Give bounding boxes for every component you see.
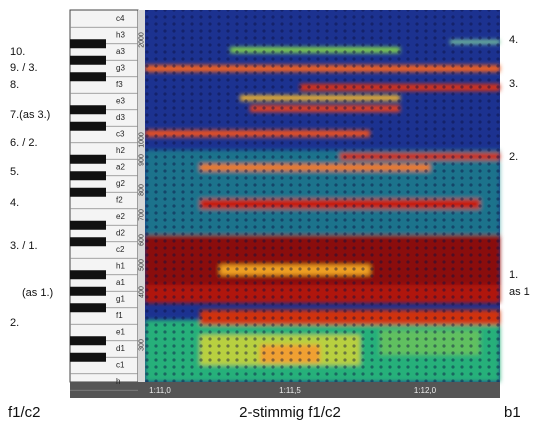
key-label: g3 [116,64,125,73]
spectrogram-figure: 10. 9. / 3. 8. 7.(as 3.) 6. / 2. 5. 4. 3. / 1. (… [0,0,533,426]
time-tick-label: 1:11,5 [279,386,301,395]
key-label: g2 [116,179,125,188]
freq-tick-label: 400 [138,286,145,298]
screenshot: 10. 9. / 3. 8. 7.(as 3.) 6. / 2. 5. 4. 3. / 1. (… [0,0,533,426]
freq-tick-label: 800 [138,184,145,196]
black-key [70,171,106,180]
key-label: f2 [116,196,123,205]
footer-left: f1/c2 [8,404,41,421]
key-label: e2 [116,212,125,221]
black-key [70,105,106,114]
footer-center: 2-stimmig f1/c2 [239,404,341,421]
voice-label: 7.(as 3.) [10,109,50,121]
key-label: c1 [116,361,125,370]
key-label: h2 [116,146,125,155]
freq-tick-label: 2000 [138,32,145,48]
freq-tick-label: 300 [138,339,145,351]
key-label: e3 [116,97,125,106]
key-label: f1 [116,311,123,320]
freq-tick-label: 700 [138,209,145,221]
black-key [70,72,106,81]
key-label: g1 [116,295,125,304]
footer-right: b1 [504,404,521,421]
time-tick-label: 1:11,0 [149,386,171,395]
key-label: a2 [116,163,125,172]
key-label: c2 [116,245,125,254]
voice-label-right: 1. [509,269,518,281]
black-key [70,56,106,65]
voice-label-right: 4. [509,34,518,46]
freq-tick-label: 600 [138,234,145,246]
key-label: d3 [116,113,125,122]
time-tick-label: 1:12,0 [414,386,437,395]
voice-label: 5. [10,166,19,178]
key-label: h3 [116,31,125,40]
voice-label-right: as 1 [509,286,530,298]
key-label: c4 [116,14,125,23]
key-label: f3 [116,80,123,89]
black-key [70,155,106,164]
voice-label-right: 2. [509,151,518,163]
black-key [70,336,106,345]
black-key [70,122,106,131]
key-label: d1 [116,344,125,353]
voice-label: 3. / 1. [10,240,38,252]
freq-tick-label: 900 [138,154,145,166]
voice-label: 2. [10,317,19,329]
key-label: e1 [116,328,125,337]
voice-label-right: 3. [509,78,518,90]
key-label: a1 [116,278,125,287]
key-label: c3 [116,130,125,139]
voice-label: 4. [10,197,19,209]
black-key [70,270,106,279]
black-key [70,353,106,362]
voice-label: 9. / 3. [10,62,38,74]
black-key [70,287,106,296]
spectrogram-noise [145,10,500,382]
black-key [70,237,106,246]
key-label: d2 [116,229,125,238]
voice-label: 6. / 2. [10,137,38,149]
black-key [70,221,106,230]
black-key [70,303,106,312]
freq-tick-label: 500 [138,259,145,271]
voice-label: 10. [10,46,25,58]
black-key [70,39,106,48]
voice-label: 8. [10,79,19,91]
key-label: h [116,377,120,386]
key-label: a3 [116,47,125,56]
voice-label: (as 1.) [22,287,53,299]
freq-tick-label: 1000 [138,132,145,148]
black-key [70,188,106,197]
key-label: h1 [116,262,125,271]
